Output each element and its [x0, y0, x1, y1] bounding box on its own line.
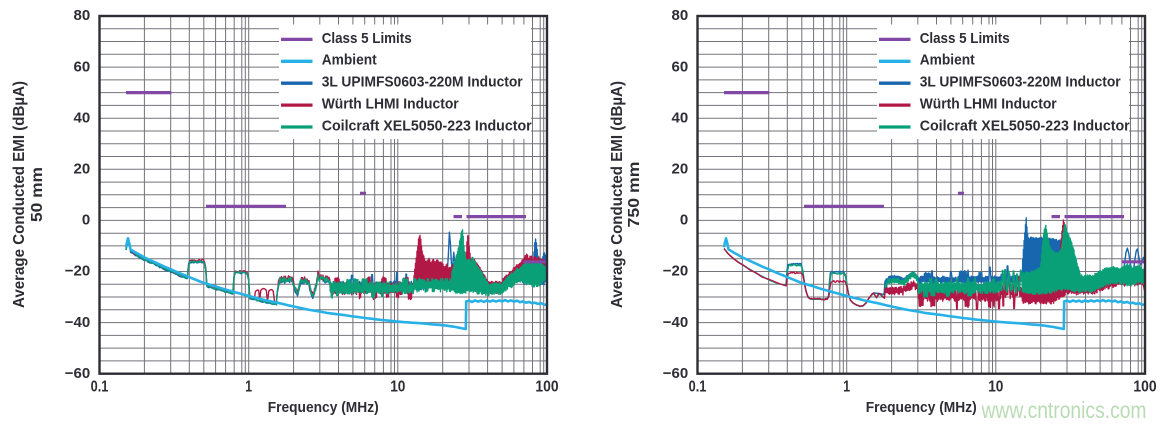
svg-text:−20: −20 — [663, 263, 688, 280]
svg-text:1: 1 — [843, 379, 850, 396]
svg-text:0.1: 0.1 — [689, 379, 707, 396]
svg-text:1: 1 — [245, 379, 252, 396]
svg-text:Average Conducted EMI (dBµA): Average Conducted EMI (dBµA) — [11, 81, 28, 308]
svg-text:80: 80 — [74, 7, 91, 24]
svg-text:−60: −60 — [663, 365, 688, 382]
svg-text:0.1: 0.1 — [91, 379, 109, 396]
svg-text:Würth LHMI Inductor: Würth LHMI Inductor — [920, 96, 1057, 113]
svg-text:60: 60 — [74, 58, 91, 75]
svg-text:10: 10 — [988, 379, 1003, 396]
svg-text:Würth LHMI Inductor: Würth LHMI Inductor — [322, 96, 459, 113]
svg-text:750 mm: 750 mm — [626, 162, 643, 228]
svg-text:40: 40 — [672, 109, 689, 126]
svg-text:80: 80 — [672, 7, 689, 24]
svg-text:0: 0 — [82, 212, 90, 229]
svg-text:20: 20 — [672, 161, 689, 178]
svg-text:Average Conducted EMI (dBµA): Average Conducted EMI (dBµA) — [609, 81, 626, 308]
svg-text:3L UPIMFS0603-220M Inductor: 3L UPIMFS0603-220M Inductor — [322, 74, 523, 91]
svg-text:Frequency (MHz): Frequency (MHz) — [268, 399, 379, 416]
svg-text:Coilcraft XEL5050-223 Inductor: Coilcraft XEL5050-223 Inductor — [322, 117, 532, 134]
svg-text:40: 40 — [74, 109, 91, 126]
svg-text:−60: −60 — [65, 365, 90, 382]
svg-text:100: 100 — [1133, 379, 1156, 396]
svg-text:−40: −40 — [663, 314, 688, 331]
svg-text:0: 0 — [680, 212, 688, 229]
svg-text:100: 100 — [535, 379, 558, 396]
svg-text:Class 5 Limits: Class 5 Limits — [322, 30, 412, 47]
svg-text:−40: −40 — [65, 314, 90, 331]
svg-text:www.cntronics.com: www.cntronics.com — [981, 397, 1147, 423]
svg-text:3L UPIMFS0603-220M Inductor: 3L UPIMFS0603-220M Inductor — [920, 74, 1121, 91]
svg-text:50 mm: 50 mm — [29, 167, 46, 222]
svg-text:Class 5 Limits: Class 5 Limits — [920, 30, 1010, 47]
svg-text:20: 20 — [74, 161, 91, 178]
svg-text:Ambient: Ambient — [920, 52, 975, 69]
svg-text:10: 10 — [390, 379, 405, 396]
svg-text:60: 60 — [672, 58, 689, 75]
svg-text:−20: −20 — [65, 263, 90, 280]
svg-text:Frequency (MHz): Frequency (MHz) — [866, 399, 977, 416]
svg-text:Ambient: Ambient — [322, 52, 377, 69]
svg-text:Coilcraft XEL5050-223 Inductor: Coilcraft XEL5050-223 Inductor — [920, 117, 1130, 134]
